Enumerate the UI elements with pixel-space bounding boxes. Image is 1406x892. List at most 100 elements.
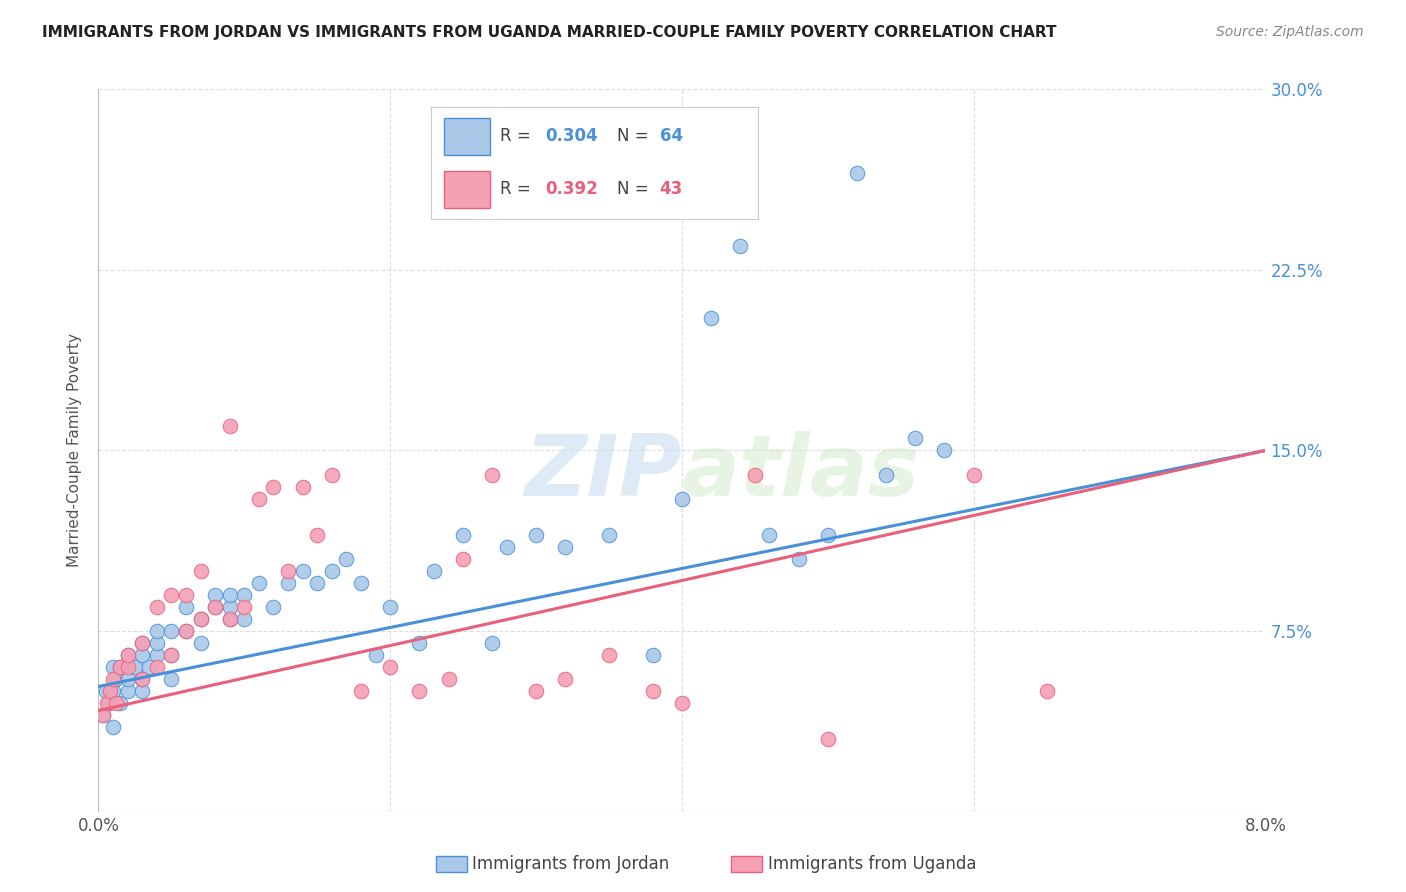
Point — [204, 599, 226, 614]
Point — [218, 588, 240, 602]
Point — [146, 648, 169, 662]
Point — [408, 636, 430, 650]
Text: Immigrants from Jordan: Immigrants from Jordan — [472, 855, 669, 873]
Point — [364, 648, 387, 662]
Text: Source: ZipAtlas.com: Source: ZipAtlas.com — [1216, 25, 1364, 39]
Point — [744, 467, 766, 482]
Point — [350, 576, 373, 591]
Point — [124, 660, 146, 674]
Point — [104, 673, 127, 687]
Point — [146, 599, 169, 614]
Point — [146, 636, 169, 650]
Point — [218, 612, 240, 626]
Point — [160, 673, 183, 687]
Point — [204, 599, 226, 614]
Point — [174, 599, 197, 614]
Point — [496, 540, 519, 554]
Point — [408, 684, 430, 698]
Point — [321, 467, 343, 482]
Point — [98, 684, 121, 698]
Point — [451, 527, 474, 541]
Point — [117, 673, 139, 687]
Point — [104, 696, 127, 710]
Point — [190, 612, 212, 626]
Y-axis label: Married-Couple Family Poverty: Married-Couple Family Poverty — [67, 334, 83, 567]
Point — [160, 648, 183, 662]
Point — [97, 696, 120, 710]
Point — [174, 624, 197, 639]
Point — [277, 564, 299, 578]
Point — [437, 673, 460, 687]
Point — [131, 636, 153, 650]
Point — [101, 721, 124, 735]
Point — [146, 624, 169, 639]
Point — [117, 648, 139, 662]
Point — [247, 491, 270, 506]
Point — [934, 443, 956, 458]
Point — [451, 551, 474, 566]
Point — [321, 564, 343, 578]
Point — [554, 673, 576, 687]
Text: Immigrants from Uganda: Immigrants from Uganda — [768, 855, 976, 873]
Point — [671, 491, 693, 506]
Point — [204, 588, 226, 602]
Point — [481, 636, 503, 650]
Point — [101, 684, 124, 698]
Point — [641, 648, 664, 662]
Point — [131, 636, 153, 650]
Point — [787, 551, 810, 566]
Point — [138, 660, 160, 674]
Point — [262, 480, 284, 494]
Point — [110, 696, 132, 710]
Point — [817, 732, 839, 747]
Point — [94, 684, 117, 698]
Point — [262, 599, 284, 614]
Point — [233, 588, 256, 602]
Point — [117, 660, 139, 674]
Point — [131, 673, 153, 687]
Point — [110, 660, 132, 674]
Point — [380, 660, 402, 674]
Point — [110, 660, 132, 674]
Point — [291, 480, 314, 494]
Point — [160, 588, 183, 602]
Point — [335, 551, 357, 566]
Point — [131, 673, 153, 687]
Point — [817, 527, 839, 541]
Point — [1035, 684, 1057, 698]
Point — [131, 684, 153, 698]
Point — [218, 612, 240, 626]
Point — [91, 708, 114, 723]
Point — [233, 599, 256, 614]
Point — [307, 576, 329, 591]
Point — [247, 576, 270, 591]
Point — [291, 564, 314, 578]
Point — [101, 660, 124, 674]
Point — [481, 467, 503, 482]
Point — [117, 648, 139, 662]
Point — [101, 673, 124, 687]
Point — [91, 708, 114, 723]
Point — [190, 612, 212, 626]
Point — [96, 696, 118, 710]
Point — [218, 419, 240, 434]
Point — [845, 166, 868, 180]
Point — [962, 467, 984, 482]
Point — [131, 648, 153, 662]
Point — [598, 527, 620, 541]
Point — [380, 599, 402, 614]
Point — [758, 527, 780, 541]
Point — [598, 648, 620, 662]
Point — [233, 612, 256, 626]
Text: ZIP: ZIP — [524, 431, 682, 514]
Point — [190, 636, 212, 650]
Point — [350, 684, 373, 698]
Point — [730, 238, 752, 253]
Point — [904, 431, 927, 445]
Point — [641, 684, 664, 698]
Point — [875, 467, 897, 482]
Point — [524, 684, 547, 698]
Point — [160, 648, 183, 662]
Point — [423, 564, 446, 578]
Text: atlas: atlas — [682, 431, 920, 514]
